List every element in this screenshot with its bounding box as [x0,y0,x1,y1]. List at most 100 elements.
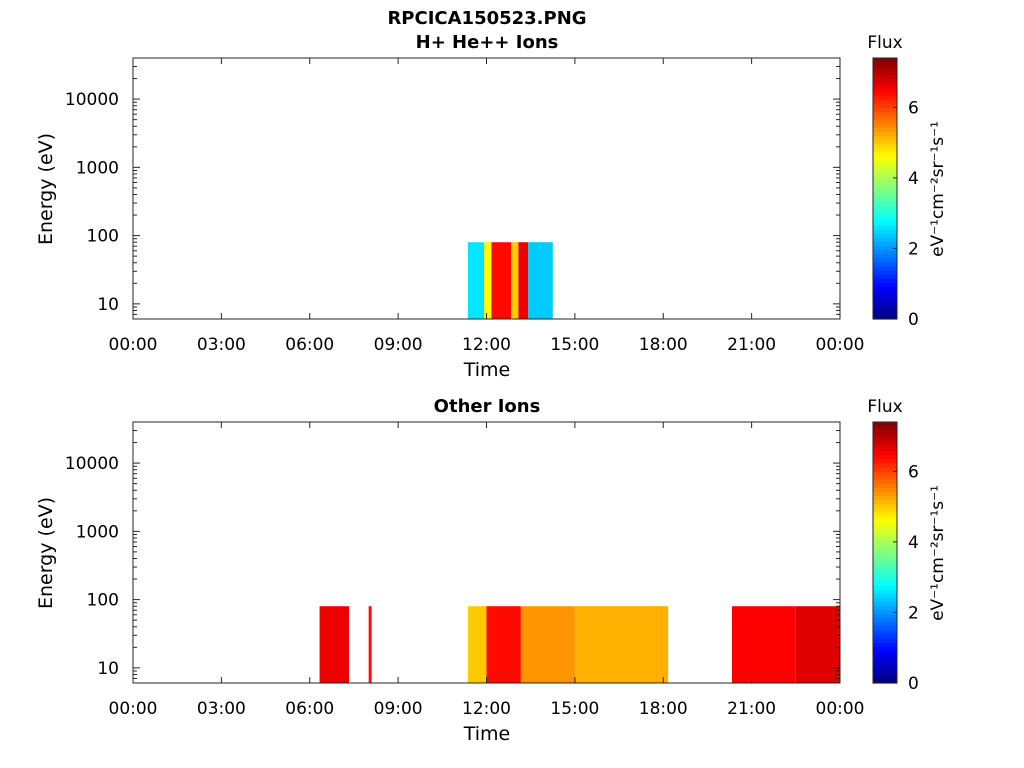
colorbar-step [873,515,897,521]
colorbar-step [873,151,897,157]
colorbar-title: Flux [867,397,902,417]
colorbar-step [873,634,897,639]
colorbar-tick-label: 0 [908,310,919,330]
colorbar-step [873,674,897,680]
colorbar-step [873,560,897,566]
x-tick-label: 03:00 [197,699,246,719]
colorbar-step [873,294,897,300]
colorbar-step [873,131,897,137]
colorbar-step [873,446,897,452]
colorbar-step [873,629,897,635]
colorbar-step [873,70,897,75]
flux-segment [574,606,669,683]
colorbar-step [873,638,897,643]
x-tick-label: 06:00 [285,335,334,355]
colorbar-step [873,430,897,435]
colorbar-step [873,532,897,537]
colorbar-step [873,188,897,194]
colorbar-step [873,106,897,112]
colorbar-step [873,434,897,439]
colorbar-step [873,168,897,173]
x-tick-label: 09:00 [374,699,423,719]
colorbar-unit-label: eV⁻¹cm⁻²sr⁻¹s⁻¹ [928,485,948,621]
x-tick-label: 21:00 [727,335,776,355]
colorbar-step [873,82,897,88]
colorbar-step [873,528,897,533]
panel-title: H+ He++ Ions [416,32,559,53]
panel-title: Other Ions [434,396,541,417]
colorbar-tick-label: 0 [908,674,919,694]
colorbar-step [873,654,897,660]
colorbar-step [873,450,897,456]
colorbar-step [873,172,897,177]
colorbar-step [873,642,897,647]
colorbar-step [873,78,897,84]
colorbar-step [873,229,897,234]
colorbar-step [873,572,897,578]
colorbar-step [873,290,897,296]
colorbar-step [873,98,897,104]
colorbar-step [873,589,897,594]
colorbar-step [873,212,897,218]
colorbar-tick-label: 4 [908,533,919,553]
colorbar-step [873,94,897,100]
y-tick-label: 10000 [65,454,119,474]
x-tick-label: 12:00 [462,335,511,355]
colorbar-step [873,270,897,275]
colorbar-step [873,601,897,607]
y-tick-label: 1000 [76,158,119,178]
x-tick-label: 00:00 [109,335,158,355]
colorbar-step [873,462,897,468]
colorbar-step [873,499,897,505]
colorbar-step [873,286,897,292]
flux-segment [795,606,840,683]
colorbar-step [873,241,897,247]
colorbar-step [873,62,897,67]
colorbar-step [873,511,897,517]
colorbar-step [873,658,897,664]
colorbar-step [873,58,897,63]
colorbar-tick-label: 2 [908,603,919,623]
colorbar-step [873,475,897,480]
colorbar-step [873,119,897,124]
colorbar-step [873,466,897,472]
spectrogram-plot: 00:00 03:00 06:00 09:00 12:00 15:00 18:00 21:00… [65,57,865,355]
colorbar-step [873,314,897,320]
colorbar-step [873,208,897,214]
colorbar-step [873,74,897,79]
flux-segment [319,606,350,683]
colorbar-tick-label: 6 [908,462,919,482]
flux-segment [467,606,487,683]
colorbar-step [873,278,897,283]
x-axis-label: Time [463,723,511,745]
colorbar-step [873,180,897,186]
flux-segment [467,242,485,319]
colorbar-step [873,123,897,128]
x-tick-label: 06:00 [285,699,334,719]
colorbar-step [873,503,897,509]
colorbar-step [873,111,897,116]
flux-segment [486,606,521,683]
colorbar-step [873,613,897,619]
colorbar-step [873,282,897,287]
x-tick-label: 15:00 [550,335,599,355]
colorbar-step [873,298,897,304]
colorbar-step [873,196,897,202]
colorbar-step [873,143,897,149]
colorbar-step [873,646,897,651]
colorbar-step [873,66,897,71]
colorbar-step [873,605,897,611]
flux-segment [528,242,553,319]
colorbar-step [873,102,897,108]
colorbar-step [873,253,897,259]
y-tick-label: 10000 [65,90,119,110]
colorbar-title: Flux [867,33,902,53]
colorbar-step [873,621,897,627]
colorbar-step [873,233,897,239]
x-tick-label: 09:00 [374,335,423,355]
x-tick-label: 21:00 [727,699,776,719]
colorbar-tick-label: 6 [908,98,919,118]
colorbar-step [873,536,897,541]
colorbar-step [873,625,897,631]
